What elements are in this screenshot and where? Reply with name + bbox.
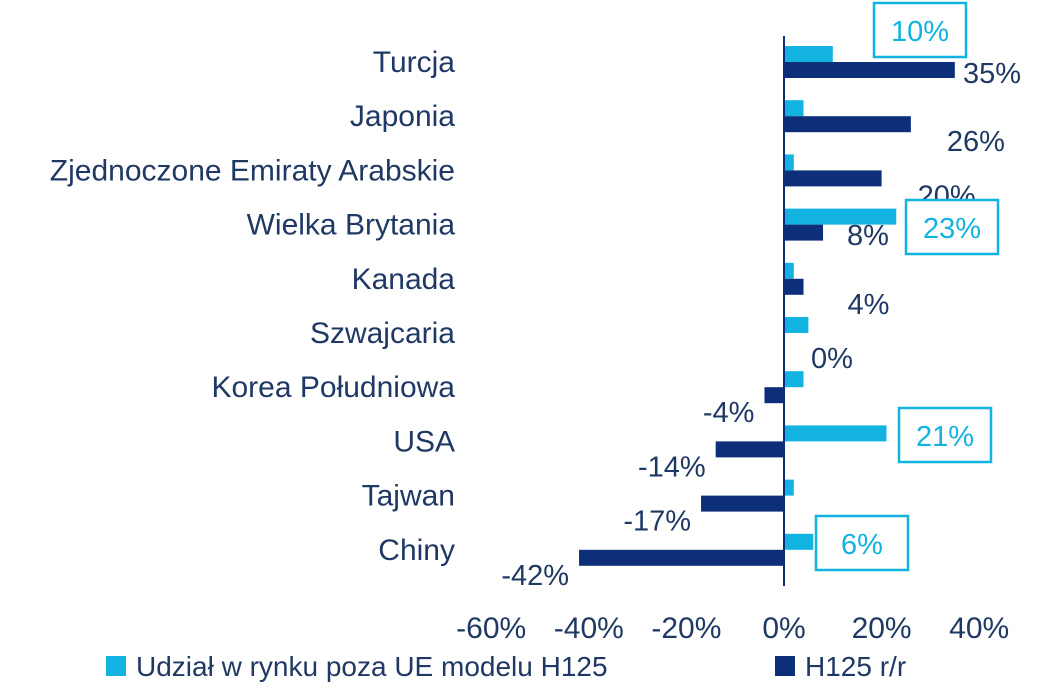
bar-yoy-japonia [784, 116, 911, 133]
value-box-share-turcja: 10% [872, 1, 968, 59]
bar-yoy-turcja [784, 62, 955, 78]
bar-share-kanada [784, 262, 794, 279]
value-box-text: 6% [841, 529, 883, 561]
bar-yoy-wielka-brytania [784, 224, 824, 241]
legend-swatch-share [106, 656, 126, 676]
bar-share-usa [784, 425, 887, 442]
x-tick-label: -20% [651, 612, 721, 645]
x-tick-label: -40% [554, 612, 624, 645]
bar-yoy-kanada [784, 278, 804, 295]
bar-share-zjednoczone-emiraty-arabskie [784, 154, 794, 171]
bar-share-chiny [784, 533, 814, 550]
bar-share-wielka-brytania [784, 208, 897, 225]
category-labels: Turcja Japonia Zjednoczone Emiraty Arabski… [50, 46, 456, 567]
bar-yoy-chiny [579, 549, 784, 566]
x-tick-label: 20% [852, 612, 912, 645]
bar-yoy-korea-poludniowa [764, 387, 784, 404]
legend-label-share: Udział w rynku poza UE modelu H125 [136, 651, 608, 682]
category-label-wielka-brytania: Wielka Brytania [247, 209, 456, 242]
category-label-zjednoczone-emiraty-arabskie: Zjednoczone Emiraty Arabskie [50, 154, 455, 187]
value-labels: 35%26%20%8%4%0%-4%-14%-17%-42% [501, 58, 1021, 592]
bar-yoy-zjednoczone-emiraty-arabskie [784, 170, 882, 187]
value-box-frame [897, 406, 993, 464]
category-label-tajwan: Tajwan [362, 480, 455, 513]
category-label-chiny: Chiny [378, 534, 455, 567]
value-box-text: 21% [916, 421, 974, 453]
value-box-frame [872, 1, 968, 59]
value-box-text: 10% [891, 16, 949, 48]
value-box-share-chiny: 6% [814, 514, 910, 572]
category-label-usa: USA [393, 425, 455, 458]
value-box-share-usa: 21% [897, 406, 993, 464]
bar-yoy-usa [715, 441, 784, 458]
share-bars [784, 46, 897, 550]
value-label-yoy-usa: -14% [638, 451, 706, 483]
category-label-turcja: Turcja [373, 46, 456, 79]
value-box-frame [904, 198, 1000, 256]
legend: Udział w rynku poza UE modelu H125 H125 … [106, 651, 906, 682]
yoy-bars [579, 62, 955, 566]
bar-share-szwajcaria [784, 317, 809, 333]
value-label-yoy-japonia: 26% [947, 126, 1005, 158]
value-label-yoy-turcja: 35% [963, 58, 1021, 90]
category-label-japonia: Japonia [350, 100, 455, 133]
value-label-yoy-kanada: 4% [848, 289, 890, 321]
bar-share-turcja [784, 46, 833, 62]
legend-swatch-yoy [775, 656, 795, 676]
x-tick-label: -60% [456, 612, 526, 645]
value-box-share-wielka-brytania: 23% [904, 198, 1000, 256]
x-tick-labels: -60% -40% -20% 0% 20% 40% [456, 612, 1009, 645]
category-label-korea-poludniowa: Korea Południowa [211, 371, 455, 404]
category-label-kanada: Kanada [352, 263, 456, 296]
x-tick-label: 0% [762, 612, 805, 645]
bar-yoy-tajwan [701, 495, 784, 512]
bar-share-korea-poludniowa [784, 371, 804, 388]
bar-share-tajwan [784, 479, 794, 496]
category-label-szwajcaria: Szwajcaria [310, 317, 455, 350]
value-label-yoy-chiny: -42% [501, 560, 569, 592]
bar-share-japonia [784, 100, 804, 117]
legend-label-yoy: H125 r/r [805, 651, 906, 682]
value-label-yoy-szwajcaria: 0% [811, 343, 853, 375]
share-value-boxes: 10% 23% 21% 6% [814, 1, 1000, 572]
value-label-yoy-tajwan: -17% [623, 506, 691, 538]
value-label-yoy-korea-poludniowa: -4% [703, 397, 755, 429]
value-label-yoy-wielka-brytania: 8% [847, 220, 889, 252]
x-tick-label: 40% [949, 612, 1009, 645]
value-box-frame [814, 514, 910, 572]
value-box-text: 23% [923, 213, 981, 245]
